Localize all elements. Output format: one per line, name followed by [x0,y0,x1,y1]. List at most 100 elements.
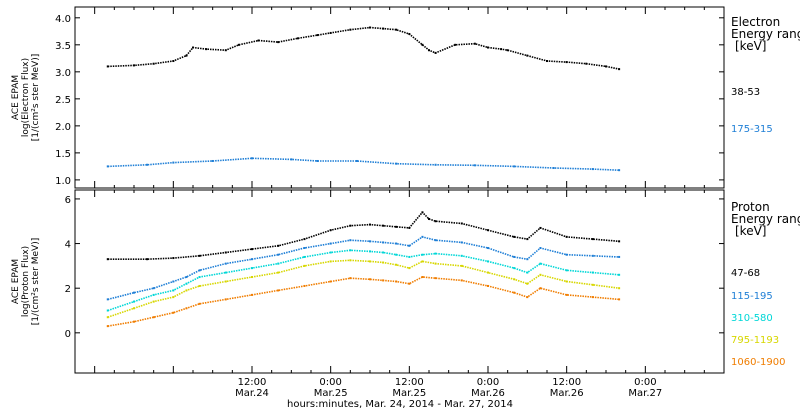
data-point [487,271,489,274]
data-point [428,218,430,221]
x-tick-date: Mar.27 [628,388,662,399]
data-point [192,46,194,49]
data-point [277,41,280,44]
data-point [316,34,319,37]
y-tick-label: 2.0 [55,122,71,133]
data-point [198,254,201,257]
legend-unit: [keV] [735,224,766,238]
data-point [408,267,411,270]
data-point [539,226,542,229]
data-point [172,257,175,260]
data-point [303,247,306,250]
data-point [290,158,293,161]
data-point [369,278,371,281]
data-point [618,298,621,301]
data-point [434,277,437,280]
data-point [329,260,332,263]
data-point [539,287,542,290]
data-point [146,163,149,166]
data-point [434,163,437,166]
data-point [224,262,227,265]
data-point [565,61,568,64]
series-trace [107,236,620,301]
data-point [277,271,280,274]
data-point [591,254,594,257]
data-point [185,282,188,285]
data-point [513,278,516,281]
data-point [591,238,594,241]
data-point [349,28,352,31]
data-point [251,293,253,296]
data-point [428,49,430,52]
x-tick-time: 12:00 [395,377,424,388]
x-axis-label: hours:minutes, Mar. 24, 2014 - Mar. 27, … [287,399,513,410]
data-point [303,238,306,241]
data-point [277,262,280,265]
legend-entry: 310-580 [731,313,773,324]
data-point [369,260,371,263]
y-axis-label: log(Proton Flux) [21,246,31,317]
legend-unit: [keV] [735,39,766,53]
y-axis-label: log(Electron Flux) [21,58,31,137]
series-trace [107,276,620,327]
data-point [618,68,621,71]
series-trace [107,249,620,312]
x-tick-time: 12:00 [552,377,581,388]
data-point [434,262,437,265]
legend-entry: 47-68 [731,268,760,279]
data-point [349,277,352,280]
data-point [211,159,214,162]
data-point [618,287,621,290]
data-point [395,242,398,245]
data-point [408,244,411,247]
data-point [106,258,109,261]
data-point [355,159,358,162]
data-point [251,267,253,270]
data-point [421,235,424,238]
data-point [382,27,385,30]
data-point [277,244,280,247]
data-point [185,54,188,57]
chart-marks [106,26,621,328]
y-tick-label: 1.5 [55,149,71,160]
data-point [585,62,588,65]
data-point [434,252,437,255]
data-point [106,165,109,168]
data-point [591,168,594,171]
data-point [473,42,476,45]
data-point [546,60,548,63]
data-point [251,157,253,160]
data-point [408,33,411,36]
data-point [513,267,516,270]
data-point [454,43,457,46]
data-point [224,49,227,52]
data-point [172,311,175,314]
data-point [106,316,109,319]
data-point [473,164,476,167]
data-point [421,253,424,256]
data-point [133,320,135,323]
data-point [421,276,424,279]
data-point [185,289,188,292]
data-point [395,28,398,31]
data-point [618,255,621,258]
y-tick-label: 3.0 [55,68,71,79]
data-point [185,307,188,310]
data-point [526,238,529,241]
data-point [526,258,529,261]
data-point [205,48,208,51]
y-tick-label: 2 [65,284,71,295]
legend-entry: 795-1193 [731,335,779,346]
data-point [434,220,437,223]
y-tick-label: 4.0 [55,14,71,25]
x-tick-date: Mar.26 [471,388,505,399]
data-point [152,316,155,319]
data-point [618,240,621,243]
legend-entry: 115-195 [731,291,773,302]
x-tick-date: Mar.25 [392,388,426,399]
data-point [552,167,555,170]
data-point [185,276,188,279]
data-point [303,264,306,267]
